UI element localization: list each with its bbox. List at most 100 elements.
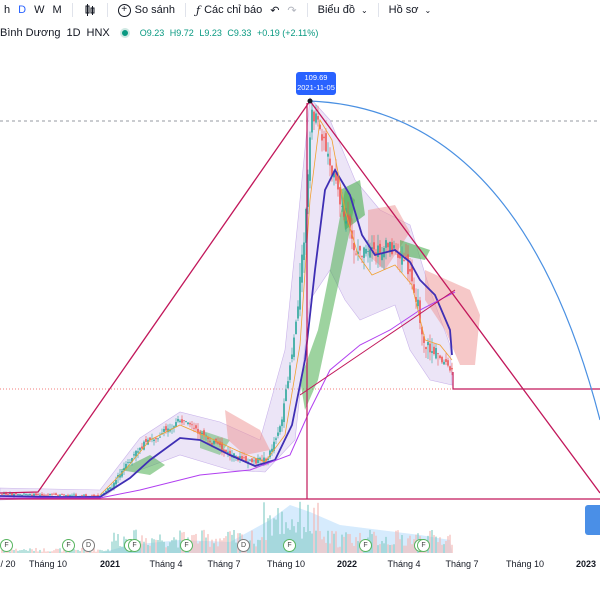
volume-bar <box>395 530 397 553</box>
candle <box>373 242 375 250</box>
candle <box>423 336 425 343</box>
toolbar-divider <box>377 3 379 17</box>
volume-bar <box>73 549 75 553</box>
candle <box>61 493 63 495</box>
candle <box>375 252 377 254</box>
time-tick: 2021 <box>99 559 121 569</box>
volume-bar <box>307 504 309 553</box>
volume-bar <box>265 540 267 553</box>
volume-bar <box>207 534 209 553</box>
volume-bar <box>143 541 145 553</box>
chevron-down-icon: ⌄ <box>424 5 432 15</box>
volume-bar <box>173 537 175 553</box>
chart-menu-button[interactable]: Biểu đồ ⌄ <box>314 0 372 20</box>
volume-bar <box>257 539 259 553</box>
event-marker[interactable]: F <box>128 539 141 552</box>
candle <box>251 458 253 463</box>
event-marker[interactable]: D <box>82 539 95 552</box>
event-marker[interactable]: F <box>62 539 75 552</box>
volume-bar <box>105 550 107 553</box>
candle <box>199 431 201 435</box>
candle <box>225 449 227 452</box>
candle <box>111 487 113 489</box>
volume-bar <box>27 550 29 553</box>
symbol-name[interactable]: Bình Dương <box>0 27 61 39</box>
redo-button[interactable]: ↷ <box>283 0 300 20</box>
candle <box>301 254 303 283</box>
volume-bar <box>209 546 211 553</box>
candle <box>17 494 19 495</box>
candle <box>365 248 367 254</box>
event-marker[interactable]: F <box>283 539 296 552</box>
interval-h-button[interactable]: h <box>4 4 11 16</box>
candle <box>277 432 279 436</box>
toolbar-divider <box>71 3 73 17</box>
candle <box>57 494 59 496</box>
volume-bar <box>219 538 221 553</box>
volume-bar <box>285 522 287 553</box>
event-marker[interactable]: D <box>237 539 250 552</box>
volume-bar <box>205 537 207 553</box>
candle <box>213 440 215 444</box>
candle <box>285 389 287 402</box>
event-marker[interactable]: F <box>180 539 193 552</box>
candle <box>141 446 143 449</box>
volume-bar <box>225 536 227 553</box>
volume-bar <box>169 542 171 553</box>
interval-m-button[interactable]: M <box>52 4 62 16</box>
volume-bar <box>347 534 349 553</box>
event-marker[interactable]: F <box>0 539 13 552</box>
price-scale-marker[interactable] <box>585 505 600 535</box>
indicators-button[interactable]: ƒ Các chỉ báo <box>192 0 266 20</box>
profile-menu-button[interactable]: Hồ sơ ⌄ <box>385 0 436 20</box>
volume-bar <box>353 545 355 553</box>
volume-bar <box>217 546 219 553</box>
compare-button[interactable]: + So sánh <box>114 0 179 20</box>
volume-bar <box>117 534 119 553</box>
candle <box>91 495 93 497</box>
drawing-tools[interactable] <box>0 98 600 500</box>
candle <box>299 276 301 310</box>
interval-w-button[interactable]: W <box>34 4 45 16</box>
candle <box>83 494 85 496</box>
candle <box>189 423 191 425</box>
candle <box>133 454 135 456</box>
candle <box>303 242 305 261</box>
volume-bar <box>113 532 115 553</box>
candle <box>379 243 381 255</box>
candle <box>229 450 231 456</box>
event-marker[interactable]: F <box>359 539 372 552</box>
candle <box>431 351 433 353</box>
volume-bar <box>157 540 159 553</box>
time-axis[interactable]: / 20 Tháng 10 2021 Tháng 4 Tháng 7 Tháng… <box>0 556 600 572</box>
time-tick: Tháng 4 <box>149 559 183 569</box>
candlestick-icon <box>85 4 95 16</box>
volume-bar <box>261 537 263 553</box>
candle <box>381 252 383 261</box>
volume-bar <box>201 530 203 553</box>
candles-type-button[interactable] <box>79 0 101 20</box>
candle <box>197 428 199 434</box>
volume-bar <box>355 537 357 553</box>
volume-bar <box>41 551 43 553</box>
candle <box>443 361 445 365</box>
undo-button[interactable]: ↶ <box>266 0 283 20</box>
volume-bar <box>215 538 217 553</box>
candle <box>29 493 31 495</box>
volume-bar <box>23 549 25 553</box>
volume-bar <box>227 531 229 553</box>
volume-bar <box>391 544 393 553</box>
undo-icon: ↶ <box>270 4 280 17</box>
candle <box>81 495 83 497</box>
event-marker[interactable]: F <box>417 539 430 552</box>
candle <box>23 493 25 495</box>
volume-bar <box>37 551 39 553</box>
candle <box>9 493 11 495</box>
interval-d-button[interactable]: D <box>18 4 27 16</box>
candle <box>129 461 131 463</box>
candle <box>137 451 139 453</box>
candle <box>417 299 419 307</box>
volume-bar <box>107 549 109 553</box>
volume-bar <box>311 533 313 553</box>
volume-bar <box>299 501 301 553</box>
